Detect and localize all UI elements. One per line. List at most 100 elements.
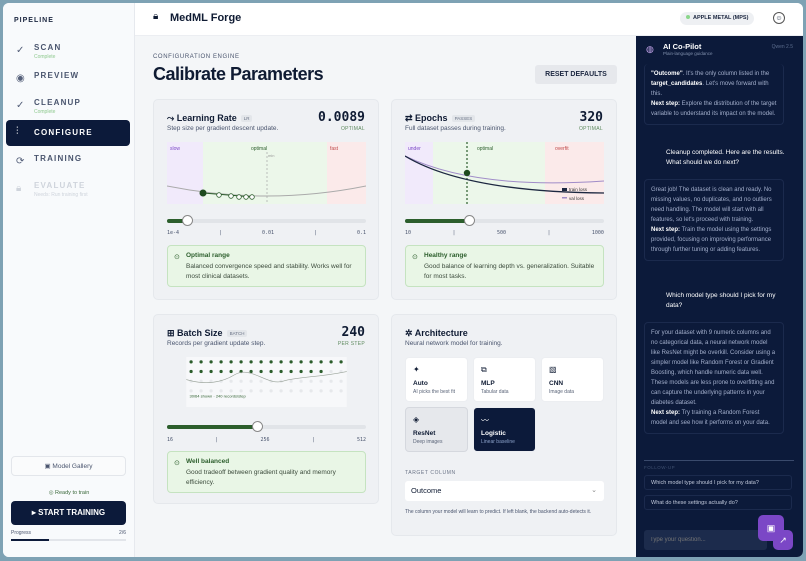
batch-dot (249, 360, 253, 364)
batch-status: PER STEP (337, 341, 365, 347)
step-label: CLEANUP (34, 98, 82, 107)
zone-label: overfit (555, 146, 569, 152)
epochs-slider[interactable] (405, 215, 604, 226)
assistant-message: Great job! The dataset is clean and read… (644, 179, 784, 261)
copilot-subtitle: Plain-language guidance (663, 51, 713, 56)
batch-slider[interactable] (167, 421, 366, 432)
tag: LR (240, 115, 253, 123)
min-label: min (268, 153, 274, 158)
tick: 10 (405, 230, 412, 236)
epochs-value: 320 (579, 110, 603, 125)
step-training[interactable]: ⟳ TRAINING (6, 150, 130, 176)
trend-line-icon: 〰 (481, 416, 489, 425)
batch-ticks: 16 | 256 | 512 (167, 437, 366, 443)
slider-thumb[interactable] (251, 421, 263, 432)
batch-dot (309, 369, 313, 374)
epochs-ticks: 10 | 500 | 1000 (405, 230, 604, 236)
tag: BATCH (226, 330, 248, 338)
step-scan[interactable]: ✓ SCAN Complete (6, 39, 130, 65)
device-label: APPLE METAL (MPS) (693, 15, 749, 21)
tick: | (311, 437, 315, 443)
card-title: ⊞ Batch Size BATCH (167, 328, 248, 339)
model-name: Qwen 2.5 (771, 44, 793, 50)
user-icon[interactable]: ☺ (773, 12, 785, 24)
zone-label: slow (170, 146, 180, 152)
zone-slow (167, 142, 203, 204)
play-icon: ▸ (31, 508, 39, 517)
arch-option-mlp[interactable]: ⧉ MLP Tabular data (473, 357, 536, 402)
sparkle-icon: ✦ (413, 365, 420, 374)
arch-option-logistic[interactable]: 〰 Logistic Linear baseline (473, 407, 536, 452)
batch-dot (299, 360, 303, 364)
batch-dot (259, 369, 263, 374)
batch-dot (229, 360, 233, 364)
step-evaluate: 🔒︎ EVALUATE Needs: Run training first (6, 177, 130, 203)
step-configure[interactable]: ⫶ CONFIGURE (6, 120, 130, 146)
lr-plot: slow optimal fast min (167, 142, 366, 204)
arch-option-resnet[interactable]: ◈ ResNet Deep images (405, 407, 468, 452)
architecture-card: ✲ Architecture Neural network model for … (391, 314, 617, 536)
slider-thumb[interactable] (181, 215, 193, 226)
step-cleanup[interactable]: ✓ CLEANUP Complete (6, 94, 130, 120)
divider (644, 460, 794, 461)
batch-plot: 30/64 shown · 240 records/step (186, 357, 347, 407)
batch-dot (339, 389, 343, 393)
target-column-label: TARGET COLUMN (405, 470, 456, 476)
layers-icon: ◈ (413, 415, 420, 424)
step-preview[interactable]: ◉ PREVIEW (6, 67, 130, 93)
progress-label: Progress (11, 530, 32, 536)
slider-thumb[interactable] (463, 215, 475, 226)
title-text: Learning Rate (176, 113, 237, 123)
batch-dot (199, 389, 203, 393)
epochs-card: ⇄ Epochs PASSES Full dataset passes durin… (391, 99, 617, 300)
model-gallery-button[interactable]: ▣ Model Gallery (11, 456, 126, 476)
batch-dot (199, 379, 203, 383)
header: 🔒︎ MedML Forge APPLE METAL (MPS) ☺ (135, 3, 803, 36)
start-training-button[interactable]: ▸ START TRAINING (11, 501, 126, 525)
training-icon: ⟳ (16, 156, 25, 167)
legend-val: val loss (569, 196, 585, 201)
followup-chip[interactable]: Which model type should I pick for my da… (644, 475, 792, 490)
check-circle-icon: ✓ (16, 100, 25, 111)
lock-icon: 🔒︎ (16, 183, 22, 194)
batch-dot (299, 389, 303, 393)
check-circle-icon: ⊙ (174, 254, 180, 261)
user-message: Cleanup completed. Here are the results.… (666, 149, 785, 166)
eyebrow: CONFIGURATION ENGINE (153, 54, 240, 60)
progress-value: 2/6 (119, 530, 126, 536)
user-message: Which model type should I pick for my da… (666, 292, 776, 309)
batch-dot (319, 379, 323, 383)
tick: 0.1 (356, 230, 366, 236)
followup-chip[interactable]: What do these settings actually do? (644, 495, 792, 510)
sidebar-heading: PIPELINE (14, 17, 54, 24)
card-desc: Full dataset passes during training. (405, 125, 506, 132)
target-help: The column your model will learn to pred… (405, 509, 592, 515)
batch-dot (209, 360, 213, 364)
title-text: Architecture (414, 328, 468, 338)
check-circle-icon: ✓ (16, 45, 25, 56)
batch-dot (329, 389, 333, 393)
zone-label: under (408, 146, 421, 152)
tick: 1e-4 (167, 230, 180, 236)
grid-icon: ⊞ (167, 328, 178, 338)
arch-option-cnn[interactable]: ▧ CNN Image data (541, 357, 604, 402)
check-circle-icon: ⊙ (174, 460, 180, 467)
zone-label: optimal (251, 146, 267, 152)
batch-dot (189, 360, 193, 364)
eye-icon: ◉ (16, 73, 25, 84)
chat-input[interactable] (644, 530, 767, 550)
reset-defaults-button[interactable]: RESET DEFAULTS (535, 65, 617, 84)
progress-fill (11, 539, 49, 541)
chevron-down-icon: ⌄ (591, 487, 597, 494)
batch-dot (199, 369, 203, 374)
lr-slider[interactable] (167, 215, 366, 226)
arch-option-auto[interactable]: ✦ Auto AI picks the best fit (405, 357, 468, 402)
batch-dot (249, 369, 253, 374)
batch-dot (209, 369, 213, 374)
slider-fill (167, 219, 187, 223)
save-button[interactable]: ▣ (758, 515, 784, 541)
batch-dot (309, 360, 313, 364)
batch-dot (219, 389, 223, 393)
lr-status: OPTIMAL (340, 126, 365, 132)
target-column-select[interactable]: Outcome ⌄ (405, 481, 604, 501)
